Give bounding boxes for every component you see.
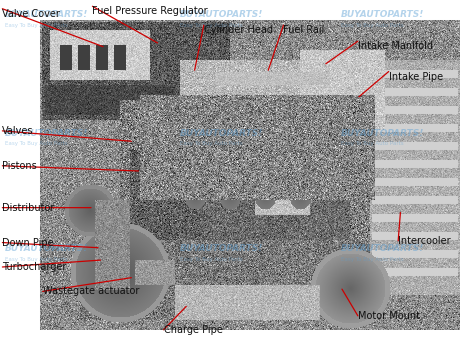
Text: Easy To Buy Auto Parts: Easy To Buy Auto Parts: [341, 141, 404, 146]
Text: Valve Cover: Valve Cover: [2, 9, 60, 19]
Text: Fuel Pressure Regulator: Fuel Pressure Regulator: [92, 6, 208, 16]
Text: Wastegate actuator: Wastegate actuator: [43, 287, 139, 296]
Text: BUYAUTOPARTS!: BUYAUTOPARTS!: [5, 10, 88, 20]
Text: Charge Pipe: Charge Pipe: [164, 325, 222, 335]
Text: Intercooler: Intercooler: [398, 236, 451, 246]
Text: BUYAUTOPARTS!: BUYAUTOPARTS!: [341, 129, 425, 138]
Text: BUYAUTOPARTS!: BUYAUTOPARTS!: [5, 129, 88, 138]
Text: Easy To Buy Auto Parts: Easy To Buy Auto Parts: [341, 257, 404, 261]
Text: Down Pipe: Down Pipe: [2, 238, 54, 247]
Text: Easy To Buy Auto Parts: Easy To Buy Auto Parts: [5, 23, 67, 28]
Text: BUYAUTOPARTS!: BUYAUTOPARTS!: [180, 10, 264, 20]
Text: Easy To Buy Auto Parts: Easy To Buy Auto Parts: [180, 141, 243, 146]
Text: Easy To Buy Auto Parts: Easy To Buy Auto Parts: [341, 23, 404, 28]
Text: BUYAUTOPARTS!: BUYAUTOPARTS!: [341, 10, 425, 20]
Text: BUYAUTOPARTS!: BUYAUTOPARTS!: [180, 129, 264, 138]
Text: Fuel Rail: Fuel Rail: [283, 25, 325, 35]
Text: Motor Mount: Motor Mount: [358, 311, 420, 321]
Text: Easy To Buy Auto Parts: Easy To Buy Auto Parts: [5, 257, 67, 261]
Text: Cylinder Head: Cylinder Head: [204, 25, 273, 35]
Text: BUYAUTOPARTS!: BUYAUTOPARTS!: [180, 244, 264, 253]
Text: Turbocharger: Turbocharger: [2, 262, 67, 272]
Text: BUYAUTOPARTS!: BUYAUTOPARTS!: [341, 244, 425, 253]
Text: Valves: Valves: [2, 126, 34, 136]
Text: Pistons: Pistons: [2, 161, 37, 171]
Text: Intake Pipe: Intake Pipe: [389, 72, 443, 82]
Text: BUYAUTOPARTS!: BUYAUTOPARTS!: [5, 244, 88, 253]
Text: Easy To Buy Auto Parts: Easy To Buy Auto Parts: [180, 23, 243, 28]
Text: Easy To Buy Auto Parts: Easy To Buy Auto Parts: [180, 257, 243, 261]
Text: Intake Manifold: Intake Manifold: [358, 41, 433, 51]
Text: Distributor: Distributor: [2, 203, 55, 213]
Text: Easy To Buy Auto Parts: Easy To Buy Auto Parts: [5, 141, 67, 146]
